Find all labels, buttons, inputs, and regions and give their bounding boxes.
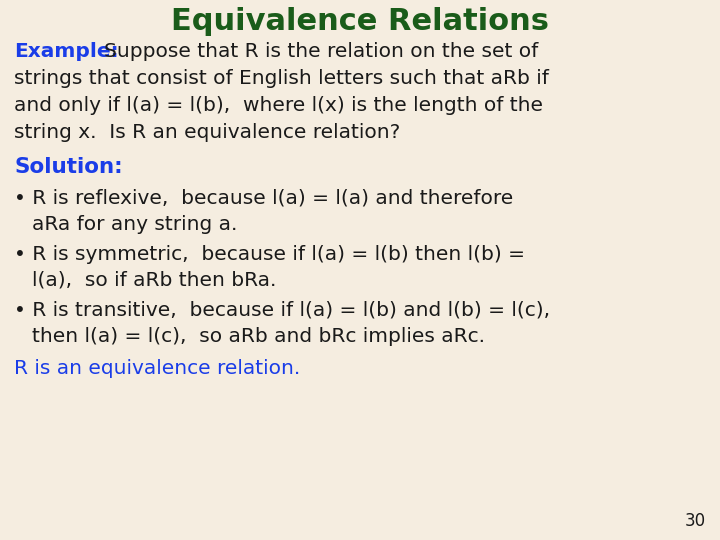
Text: 30: 30 xyxy=(685,512,706,530)
Text: Equivalence Relations: Equivalence Relations xyxy=(171,7,549,36)
Text: l(a),  so if aRb then bRa.: l(a), so if aRb then bRa. xyxy=(32,271,276,290)
Text: aRa for any string a.: aRa for any string a. xyxy=(32,215,238,234)
Text: • R is reflexive,  because l(a) = l(a) and therefore: • R is reflexive, because l(a) = l(a) an… xyxy=(14,189,513,208)
Text: then l(a) = l(c),  so aRb and bRc implies aRc.: then l(a) = l(c), so aRb and bRc implies… xyxy=(32,327,485,346)
Text: • R is transitive,  because if l(a) = l(b) and l(b) = l(c),: • R is transitive, because if l(a) = l(b… xyxy=(14,301,550,320)
Text: Suppose that R is the relation on the set of: Suppose that R is the relation on the se… xyxy=(104,42,539,61)
Text: string x.  Is R an equivalence relation?: string x. Is R an equivalence relation? xyxy=(14,123,400,142)
Text: and only if l(a) = l(b),  where l(x) is the length of the: and only if l(a) = l(b), where l(x) is t… xyxy=(14,96,543,115)
Text: • R is symmetric,  because if l(a) = l(b) then l(b) =: • R is symmetric, because if l(a) = l(b)… xyxy=(14,245,525,264)
Text: strings that consist of English letters such that aRb if: strings that consist of English letters … xyxy=(14,69,549,88)
Text: R is an equivalence relation.: R is an equivalence relation. xyxy=(14,359,300,378)
Text: Solution:: Solution: xyxy=(14,157,122,177)
Text: Example:: Example: xyxy=(14,42,119,61)
